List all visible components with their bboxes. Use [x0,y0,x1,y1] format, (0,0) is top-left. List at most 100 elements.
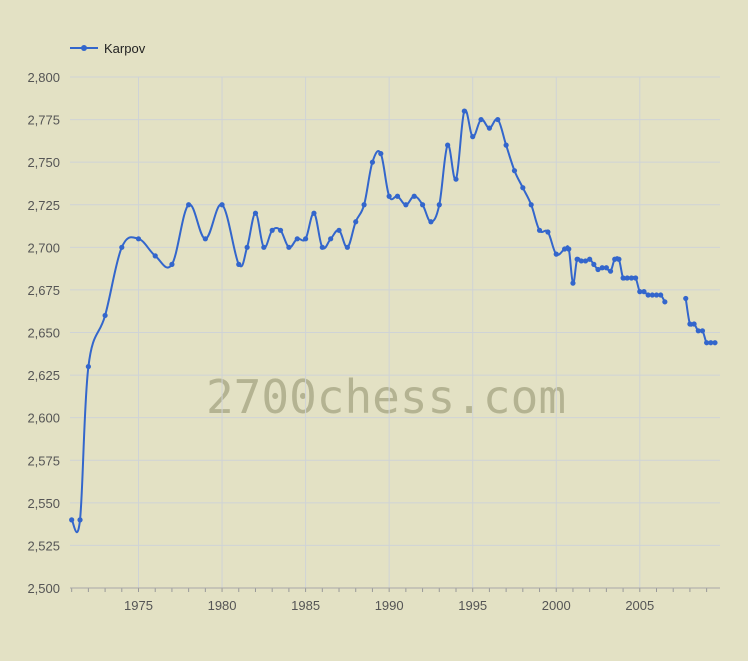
data-point[interactable] [653,292,660,298]
data-point[interactable] [428,219,434,225]
x-tick-label: 2000 [542,598,571,613]
data-point[interactable] [704,340,710,346]
legend-label-karpov: Karpov [104,41,146,56]
data-point[interactable] [311,210,317,216]
data-point[interactable] [361,202,367,208]
series-line-karpov [684,298,715,345]
data-point[interactable] [616,256,622,262]
data-point[interactable] [436,202,442,208]
data-point[interactable] [169,261,175,267]
data-point[interactable] [495,116,501,123]
y-tick-label: 2,650 [27,326,60,341]
data-point[interactable] [536,227,543,233]
data-point[interactable] [662,299,668,305]
data-point[interactable] [599,265,605,271]
data-point[interactable] [419,202,426,208]
data-point[interactable] [152,253,158,259]
data-point[interactable] [286,244,292,250]
data-point[interactable] [620,275,626,281]
y-tick-label: 2,725 [27,198,60,213]
data-point[interactable] [712,340,718,346]
data-point[interactable] [102,312,108,319]
data-point[interactable] [520,185,526,191]
data-point[interactable] [649,292,655,298]
data-point[interactable] [461,108,467,114]
x-tick-label: 1995 [458,598,487,613]
data-point[interactable] [369,159,376,165]
data-point[interactable] [582,258,589,264]
data-point[interactable] [445,142,451,148]
data-point[interactable] [119,244,125,250]
data-point[interactable] [403,202,409,208]
data-point[interactable] [587,256,593,262]
data-point[interactable] [353,219,359,225]
data-point[interactable] [219,202,225,208]
data-point[interactable] [628,275,635,281]
data-point[interactable] [394,193,401,199]
data-point[interactable] [511,168,518,174]
data-point[interactable] [478,116,484,123]
data-point[interactable] [708,340,714,346]
data-point[interactable] [562,246,568,252]
x-tick-label: 1990 [375,598,404,613]
data-point[interactable] [202,236,208,242]
data-point[interactable] [699,328,706,334]
data-point[interactable] [607,268,614,274]
data-point[interactable] [603,265,609,271]
data-point[interactable] [645,292,651,298]
data-point[interactable] [453,176,459,182]
data-point[interactable] [77,517,83,523]
data-point[interactable] [277,227,284,233]
data-point[interactable] [411,193,417,199]
y-tick-label: 2,800 [27,70,60,85]
data-point[interactable] [244,244,250,250]
data-point[interactable] [486,125,493,131]
data-point[interactable] [319,244,325,250]
data-point[interactable] [503,142,509,148]
data-point[interactable] [186,202,192,208]
data-point[interactable] [85,363,91,370]
data-point[interactable] [269,227,275,233]
grid [70,76,720,589]
data-point[interactable] [591,261,597,267]
data-point[interactable] [69,517,75,523]
data-point[interactable] [595,266,601,273]
data-point[interactable] [570,280,576,286]
data-point[interactable] [687,321,693,327]
data-point[interactable] [574,256,580,262]
data-point[interactable] [637,289,643,295]
data-point[interactable] [528,202,534,208]
data-point[interactable] [545,229,551,235]
data-point[interactable] [695,328,701,334]
data-point[interactable] [303,236,309,242]
data-point[interactable] [344,244,350,250]
data-point[interactable] [261,244,267,250]
data-point[interactable] [578,258,584,264]
data-point[interactable] [641,289,647,295]
data-point[interactable] [658,292,664,298]
data-point[interactable] [236,261,242,267]
data-point[interactable] [624,275,630,281]
data-point[interactable] [294,236,300,242]
data-point[interactable] [691,321,697,327]
data-point[interactable] [566,246,572,252]
data-point[interactable] [633,275,639,281]
data-point[interactable] [378,151,384,157]
data-point[interactable] [386,193,392,199]
data-point[interactable] [612,256,618,262]
data-point[interactable] [328,236,334,242]
data-point[interactable] [135,236,142,242]
data-point[interactable] [683,295,689,302]
legend[interactable]: Karpov [70,41,146,56]
legend-marker-icon [81,45,87,51]
data-point[interactable] [252,210,259,216]
y-tick-label: 2,750 [27,155,60,170]
axes: 2,500 2,525 2,550 2,575 2,600 2,625 2,650 2,675… [27,70,720,613]
x-tick-label: 1980 [208,598,237,613]
data-point[interactable] [336,227,342,233]
data-point[interactable] [470,134,476,140]
data-point[interactable] [553,251,559,257]
y-tick-label: 2,500 [27,581,60,596]
